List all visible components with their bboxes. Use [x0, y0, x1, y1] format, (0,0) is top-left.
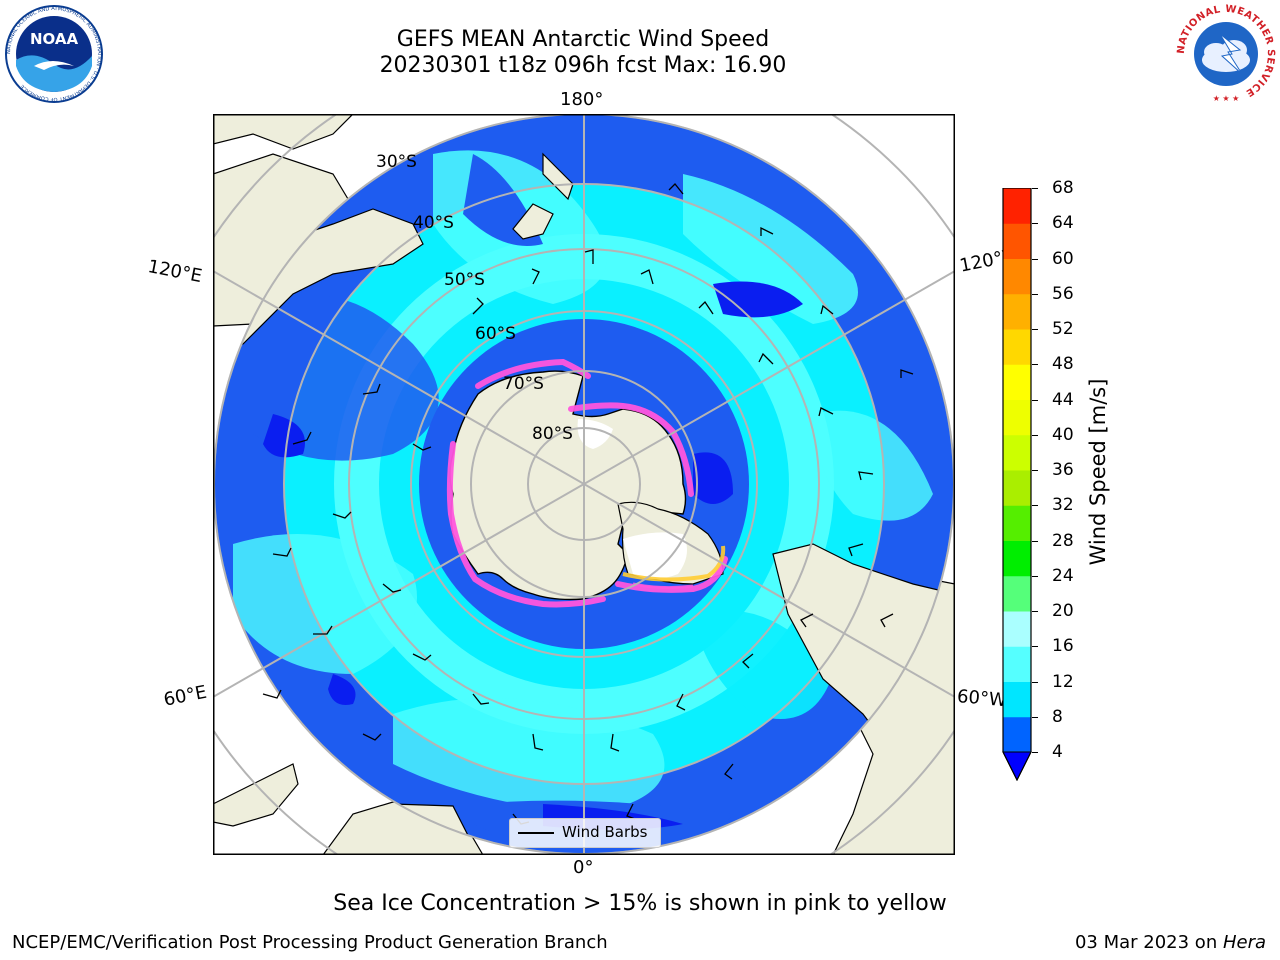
wind-barbs — [262, 183, 914, 825]
colorbar-segment — [1003, 399, 1031, 436]
colorbar-segment — [1003, 470, 1031, 506]
colorbar-tick-label: 12 — [1052, 671, 1074, 692]
colorbar-extend-arrow — [1002, 751, 1032, 781]
colorbar-tick-mark — [1032, 716, 1038, 718]
colorbar-segment — [1003, 293, 1031, 330]
colorbar-tick-label: 36 — [1052, 460, 1074, 480]
colorbar-segment — [1003, 681, 1031, 718]
colorbar-segment — [1003, 716, 1031, 753]
colorbar-tick-mark — [1032, 188, 1038, 189]
land-new-zealand — [512, 152, 574, 240]
lon-label-60e: 60°E — [162, 681, 209, 711]
colorbar-segment — [1003, 329, 1031, 365]
lat-label-30s: 30°S — [376, 152, 417, 172]
footer-host: Hera — [1222, 932, 1266, 953]
land-madagascar — [213, 763, 299, 827]
colorbar-tick-label: 48 — [1052, 354, 1074, 375]
colorbar-tick-label: 44 — [1052, 389, 1074, 410]
sea-ice-caption: Sea Ice Concentration > 15% is shown in … — [333, 891, 947, 916]
lon-label-60w: 60°W — [956, 686, 1008, 712]
colorbar-segment — [1003, 646, 1031, 682]
lat-label-80s: 80°S — [532, 424, 573, 444]
polar-map — [213, 114, 955, 855]
footer-credit: NCEP/EMC/Verification Post Processing Pr… — [12, 932, 608, 953]
land-australia — [213, 114, 354, 150]
colorbar-tick-mark — [1032, 681, 1038, 683]
colorbar-tick-label: 20 — [1052, 601, 1074, 621]
legend-wind-barb-line — [518, 832, 554, 834]
lon-label-180: 180° — [560, 89, 604, 110]
lat-label-60s: 60°S — [475, 324, 516, 344]
chart-title: GEFS MEAN Antarctic Wind Speed — [396, 27, 770, 52]
lat-label-50s: 50°S — [444, 270, 485, 290]
colorbar-tick-mark — [1032, 646, 1038, 648]
sea-ice-edge — [446, 358, 728, 608]
colorbar-segment — [1003, 434, 1031, 471]
noaa-logo-text: NOAA — [30, 30, 79, 48]
colorbar-segment — [1003, 258, 1031, 295]
nws-logo: NATIONAL WEATHER SERVICE ★ ★ ★ — [1176, 4, 1276, 103]
colorbar-tick-label: 28 — [1052, 530, 1074, 551]
noaa-logo: NATIONAL OCEANIC AND ATMOSPHERIC ADMINIS… — [5, 5, 103, 103]
colorbar-tick-mark — [1032, 434, 1038, 436]
colorbar — [1002, 188, 1032, 781]
colorbar-tick-label: 40 — [1052, 424, 1074, 445]
legend: Wind Barbs — [509, 818, 661, 848]
colorbar-segment — [1003, 188, 1031, 224]
colorbar-tick-mark — [1032, 540, 1038, 542]
colorbar-label: Wind Speed [m/s] — [1086, 378, 1110, 566]
colorbar-tick-mark — [1032, 223, 1038, 225]
colorbar-tick-label: 4 — [1052, 742, 1063, 762]
colorbar-segment — [1003, 611, 1031, 647]
lon-label-120e: 120°E — [145, 256, 204, 288]
colorbar-tick-label: 52 — [1052, 319, 1074, 339]
colorbar-tick-label: 16 — [1052, 636, 1074, 657]
colorbar-tick-mark — [1032, 505, 1038, 507]
colorbar-segment — [1003, 575, 1031, 612]
svg-text:★ ★ ★: ★ ★ ★ — [1213, 94, 1240, 103]
legend-label: Wind Barbs — [562, 823, 648, 841]
colorbar-tick-label: 68 — [1052, 178, 1074, 198]
colorbar-segment — [1003, 540, 1031, 577]
colorbar-tick-mark — [1032, 364, 1038, 366]
lat-label-70s: 70°S — [503, 374, 544, 394]
colorbar-tick-label: 8 — [1052, 706, 1063, 727]
colorbar-tick-label: 32 — [1052, 495, 1074, 516]
colorbar-tick-mark — [1032, 293, 1038, 295]
chart-subtitle: 20230301 t18z 096h fcst Max: 16.90 — [379, 53, 787, 78]
footer-date: 03 Mar 2023 on Hera — [1075, 932, 1266, 953]
colorbar-tick-mark — [1032, 329, 1038, 330]
colorbar-tick-mark — [1032, 611, 1038, 612]
lon-label-0: 0° — [573, 857, 594, 878]
colorbar-segment — [1003, 505, 1031, 541]
lat-label-40s: 40°S — [413, 213, 454, 233]
colorbar-tick-mark — [1032, 399, 1038, 401]
colorbar-tick-mark — [1032, 258, 1038, 260]
colorbar-tick-mark — [1032, 575, 1038, 577]
colorbar-tick-label: 64 — [1052, 213, 1074, 234]
colorbar-tick-label: 24 — [1052, 565, 1074, 586]
colorbar-tick-mark — [1032, 470, 1038, 471]
colorbar-tick-label: 60 — [1052, 248, 1074, 269]
footer-date-text: 03 Mar 2023 on — [1074, 932, 1223, 953]
colorbar-segment — [1003, 223, 1031, 259]
colorbar-tick-mark — [1032, 752, 1038, 753]
colorbar-tick-label: 56 — [1052, 283, 1074, 304]
colorbar-segment — [1003, 364, 1031, 400]
